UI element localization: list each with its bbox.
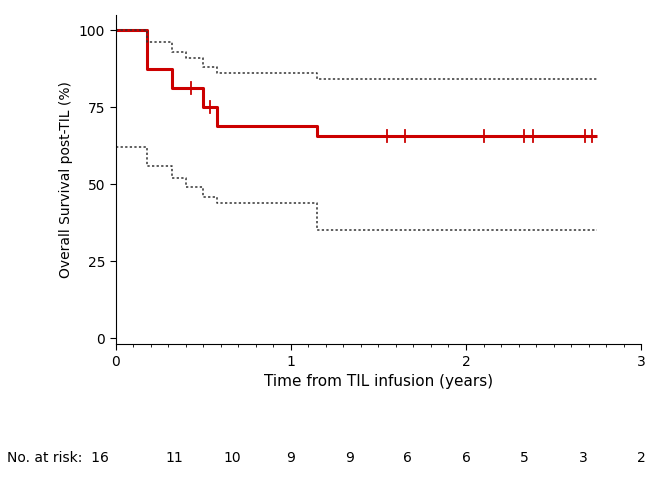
Text: 11: 11 (165, 451, 183, 464)
Text: 6: 6 (461, 451, 471, 464)
Y-axis label: Overall Survival post-TIL (%): Overall Survival post-TIL (%) (59, 81, 73, 278)
Text: 10: 10 (223, 451, 241, 464)
Text: 5: 5 (520, 451, 529, 464)
Text: 9: 9 (345, 451, 354, 464)
Text: 6: 6 (403, 451, 412, 464)
Text: 2: 2 (637, 451, 646, 464)
Text: 3: 3 (578, 451, 587, 464)
Text: No. at risk:  16: No. at risk: 16 (7, 451, 108, 464)
X-axis label: Time from TIL infusion (years): Time from TIL infusion (years) (264, 374, 493, 389)
Text: 9: 9 (286, 451, 295, 464)
